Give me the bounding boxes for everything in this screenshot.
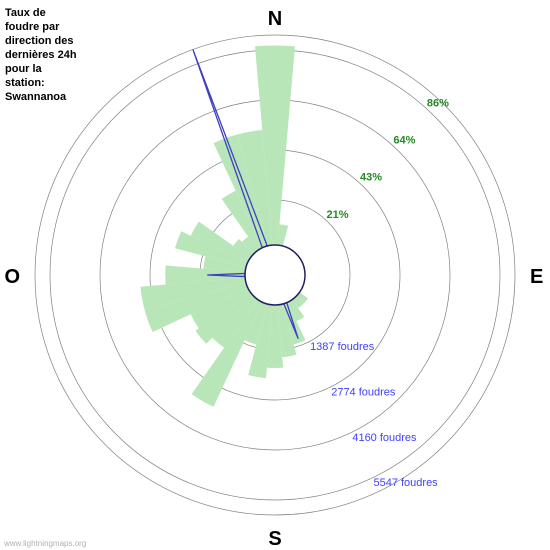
title-line: foudre par [5,21,60,33]
compass-e: E [530,266,543,288]
compass-n: N [268,8,282,30]
title-line: station: [5,77,45,89]
title-line: Swannanoa [5,91,67,103]
percent-label: 86% [427,97,449,109]
count-label: 2774 foudres [331,387,396,399]
count-label: 5547 foudres [373,477,438,489]
percent-label: 64% [393,134,415,146]
compass-o: O [4,266,20,288]
title-line: Taux de [5,7,46,19]
percent-labels: 21% 43% 64% 86% [327,97,450,220]
chart-title: Taux de foudre par direction des dernières … [5,7,77,103]
title-line: pour la [5,63,43,75]
count-label: 4160 foudres [352,432,417,444]
chart-container: N S E O Taux de foudre par direction des de… [0,0,550,550]
percent-label: 21% [327,209,349,221]
credit: www.lightningmaps.org [3,539,86,548]
title-line: direction des [5,35,73,47]
count-label: 1387 foudres [310,341,375,353]
percent-label: 43% [360,172,382,184]
title-line: dernières 24h [5,49,77,61]
polar-chart: N S E O Taux de foudre par direction des de… [0,0,550,550]
compass-s: S [268,528,281,550]
bar-sector [278,224,289,246]
